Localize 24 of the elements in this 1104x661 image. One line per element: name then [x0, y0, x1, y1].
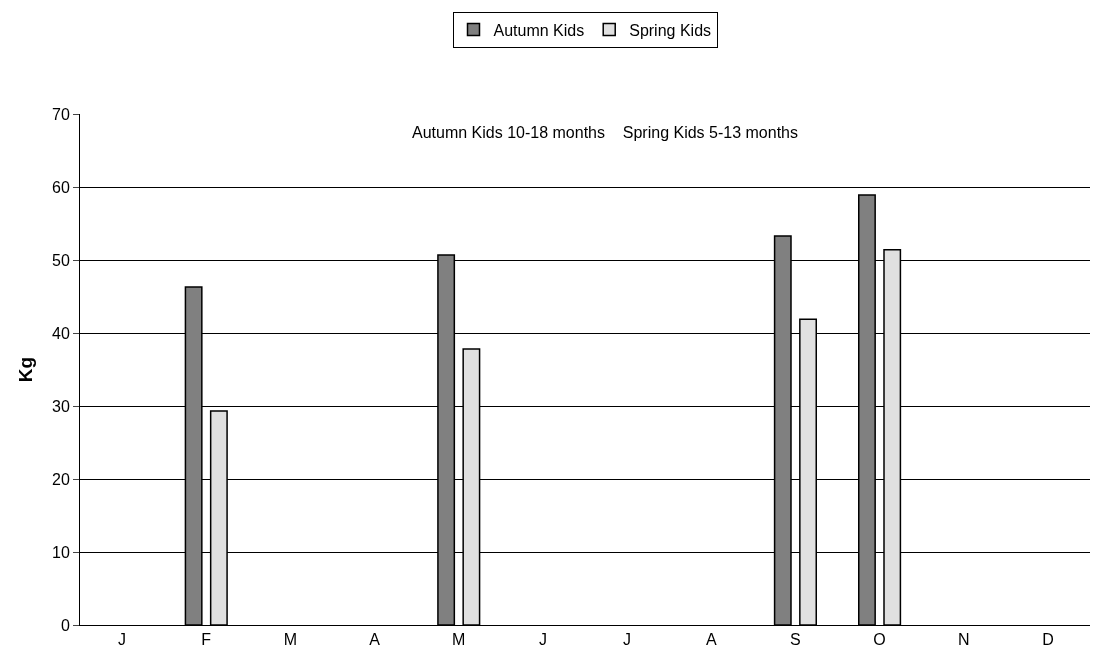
legend-label: Autumn Kids — [493, 21, 585, 39]
x-tick-label: A — [705, 631, 717, 649]
x-tick-label: O — [873, 631, 886, 649]
y-tick-label: 10 — [52, 543, 70, 561]
x-tick-label: D — [1042, 631, 1054, 649]
x-tick-label: J — [623, 631, 632, 649]
y-tick-label: 70 — [52, 105, 70, 123]
x-tick-label: N — [957, 631, 970, 649]
y-axis-title: Kg — [14, 356, 36, 383]
x-tick-label: A — [369, 631, 381, 649]
y-tick-label: 40 — [52, 324, 70, 342]
y-tick-label: 30 — [52, 397, 70, 415]
y-tick-label: 50 — [52, 251, 70, 269]
x-tick-label: J — [538, 631, 547, 649]
annotation: Autumn Kids 10-18 months Spring Kids 5-13 months — [412, 124, 798, 141]
y-tick-label: 0 — [60, 616, 70, 634]
x-tick-label: M — [283, 631, 298, 649]
y-tick-label: 60 — [52, 178, 70, 196]
y-tick-label: 20 — [52, 470, 70, 488]
x-tick-label: M — [452, 631, 466, 649]
x-tick-label: F — [201, 631, 212, 649]
x-tick-label: S — [790, 631, 801, 649]
legend-label: Spring Kids — [629, 21, 712, 39]
x-tick-label: J — [118, 631, 127, 649]
